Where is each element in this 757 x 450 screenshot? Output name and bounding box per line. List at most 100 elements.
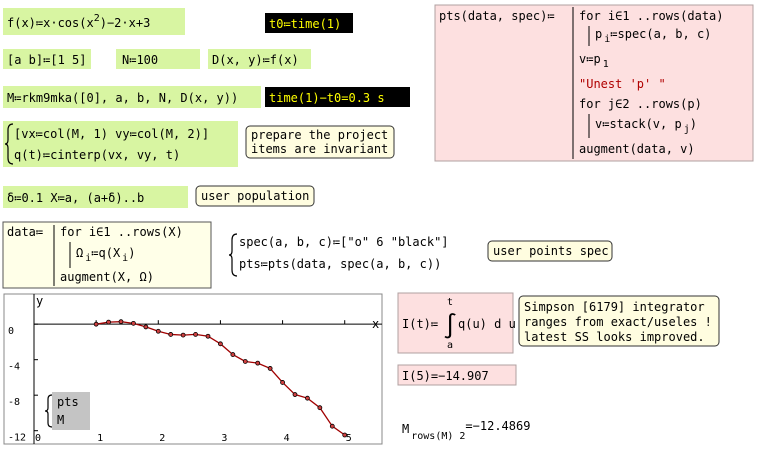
note-box	[518, 295, 720, 347]
integral-sign: ∫	[443, 312, 457, 340]
note-text: user population	[201, 189, 309, 203]
region-bg	[208, 49, 311, 69]
expr-part: Ω	[76, 246, 83, 260]
data-point	[118, 319, 124, 325]
data-point	[242, 359, 248, 364]
program-bg	[2, 221, 212, 289]
data-point	[143, 324, 149, 330]
legend-box	[52, 392, 90, 430]
expression: time(1)−t0=0.3 s	[269, 91, 385, 105]
expression: [vx≔col(M, 1) vy≔col(M, 2)]	[14, 127, 209, 141]
data-point	[255, 360, 261, 366]
expression: N≔100	[122, 53, 158, 67]
program-bg	[434, 4, 754, 162]
data-point	[168, 332, 174, 337]
y-tick-label: -4	[8, 362, 20, 373]
data-point	[131, 320, 136, 326]
expr-part: p	[595, 27, 602, 41]
data-point	[305, 395, 310, 401]
expr-part: v≔p	[579, 52, 601, 66]
legend-label: M	[57, 413, 64, 427]
x-tick-label: 1	[97, 433, 103, 444]
expr-part: )	[128, 246, 135, 260]
program-line: v≔p 1	[579, 52, 609, 70]
region-bg	[3, 8, 185, 35]
expression: Mrows(M) 2=−12.4869	[402, 419, 530, 442]
program-head: pts(data, spec)≔	[439, 9, 555, 23]
region-bg	[265, 13, 353, 33]
expression: t0≔time(1)	[269, 17, 341, 31]
x-tick-label: 5	[346, 433, 352, 444]
data-point	[280, 380, 285, 385]
data-point	[342, 432, 348, 438]
region-bg	[3, 186, 188, 208]
expr-part: )−2·x+3	[100, 16, 151, 30]
x-tick-label: 3	[221, 433, 227, 444]
expression: q(t)≔cinterp(vx, vy, t)	[14, 148, 180, 162]
note-text: ranges from exact/useles !	[524, 315, 712, 329]
region-bg	[3, 49, 91, 69]
expression: q(u) d u	[458, 317, 516, 331]
data-point	[218, 341, 223, 347]
expression: pts≔pts(data, spec(a, b, c))	[239, 257, 441, 271]
x-tick-label: 2	[159, 433, 165, 444]
data-point	[317, 405, 323, 411]
subscript: i	[85, 253, 91, 264]
note-box	[487, 240, 613, 262]
data-point	[329, 423, 335, 429]
data-point	[93, 321, 99, 327]
expression: f(x)≔x·cos(x2)−2·x+3	[7, 13, 150, 30]
expr-part: ≔spec(a, b, c)	[610, 27, 711, 41]
region-bg	[3, 121, 238, 167]
expression: M≔rkm9mka([0], a, b, N, D(x, y))	[7, 91, 238, 105]
note-box	[245, 125, 395, 159]
expression: δ≔0.1 X≔a, (a+δ)..b	[7, 191, 144, 205]
note-box	[195, 185, 315, 207]
subscript: 1	[603, 59, 609, 70]
program-line: augment(data, v)	[579, 142, 695, 156]
region-bg	[397, 292, 514, 354]
data-point	[267, 366, 273, 371]
subscript: rows(M) 2	[411, 431, 465, 442]
lower-limit: a	[447, 340, 453, 351]
x-tick-label: 0	[35, 433, 41, 444]
program-line: for i∈1 ..rows(X)	[60, 225, 183, 239]
program-line: p i≔spec(a, b, c)	[595, 27, 711, 45]
brace	[44, 394, 53, 428]
data-point	[193, 331, 198, 337]
x-axis-label: x	[372, 317, 379, 331]
data-point	[292, 392, 298, 397]
expr-part: )	[690, 117, 697, 131]
data-point	[180, 332, 186, 338]
y-tick-label: -8	[8, 397, 20, 408]
expr-part: =−12.4869	[465, 419, 530, 433]
program-line: for i∈1 ..rows(data)	[579, 9, 724, 23]
expression: [a b]≔[1 5]	[7, 53, 86, 67]
expression: I(5)=−14.907	[402, 369, 489, 383]
program-head: data≔	[7, 225, 43, 239]
brace	[4, 123, 14, 165]
y-tick-label: -12	[8, 433, 26, 444]
subscript: i	[122, 253, 128, 264]
expression: I(t)≔	[402, 317, 438, 331]
subscript: j	[684, 124, 690, 135]
data-point	[230, 352, 236, 357]
program-line: augment(X, Ω)	[60, 270, 154, 284]
expr-part: f(x)≔x·cos(x	[7, 16, 94, 30]
y-tick-label: 0	[8, 326, 14, 337]
program-line: "Unest 'p' "	[579, 77, 666, 91]
expression: spec(a, b, c)≔["o" 6 "black"]	[239, 235, 449, 249]
region-bg	[3, 86, 261, 108]
expr-part: ≔q(X	[91, 246, 121, 260]
note-text: items are invariant	[251, 142, 388, 156]
region-bg	[265, 87, 410, 107]
region-bg	[116, 49, 200, 69]
superscript: 2	[94, 13, 100, 24]
data-point	[155, 328, 161, 334]
program-line: for j∈2 ..rows(p)	[579, 97, 702, 111]
data-point	[205, 333, 211, 339]
subscript: i	[604, 34, 610, 45]
